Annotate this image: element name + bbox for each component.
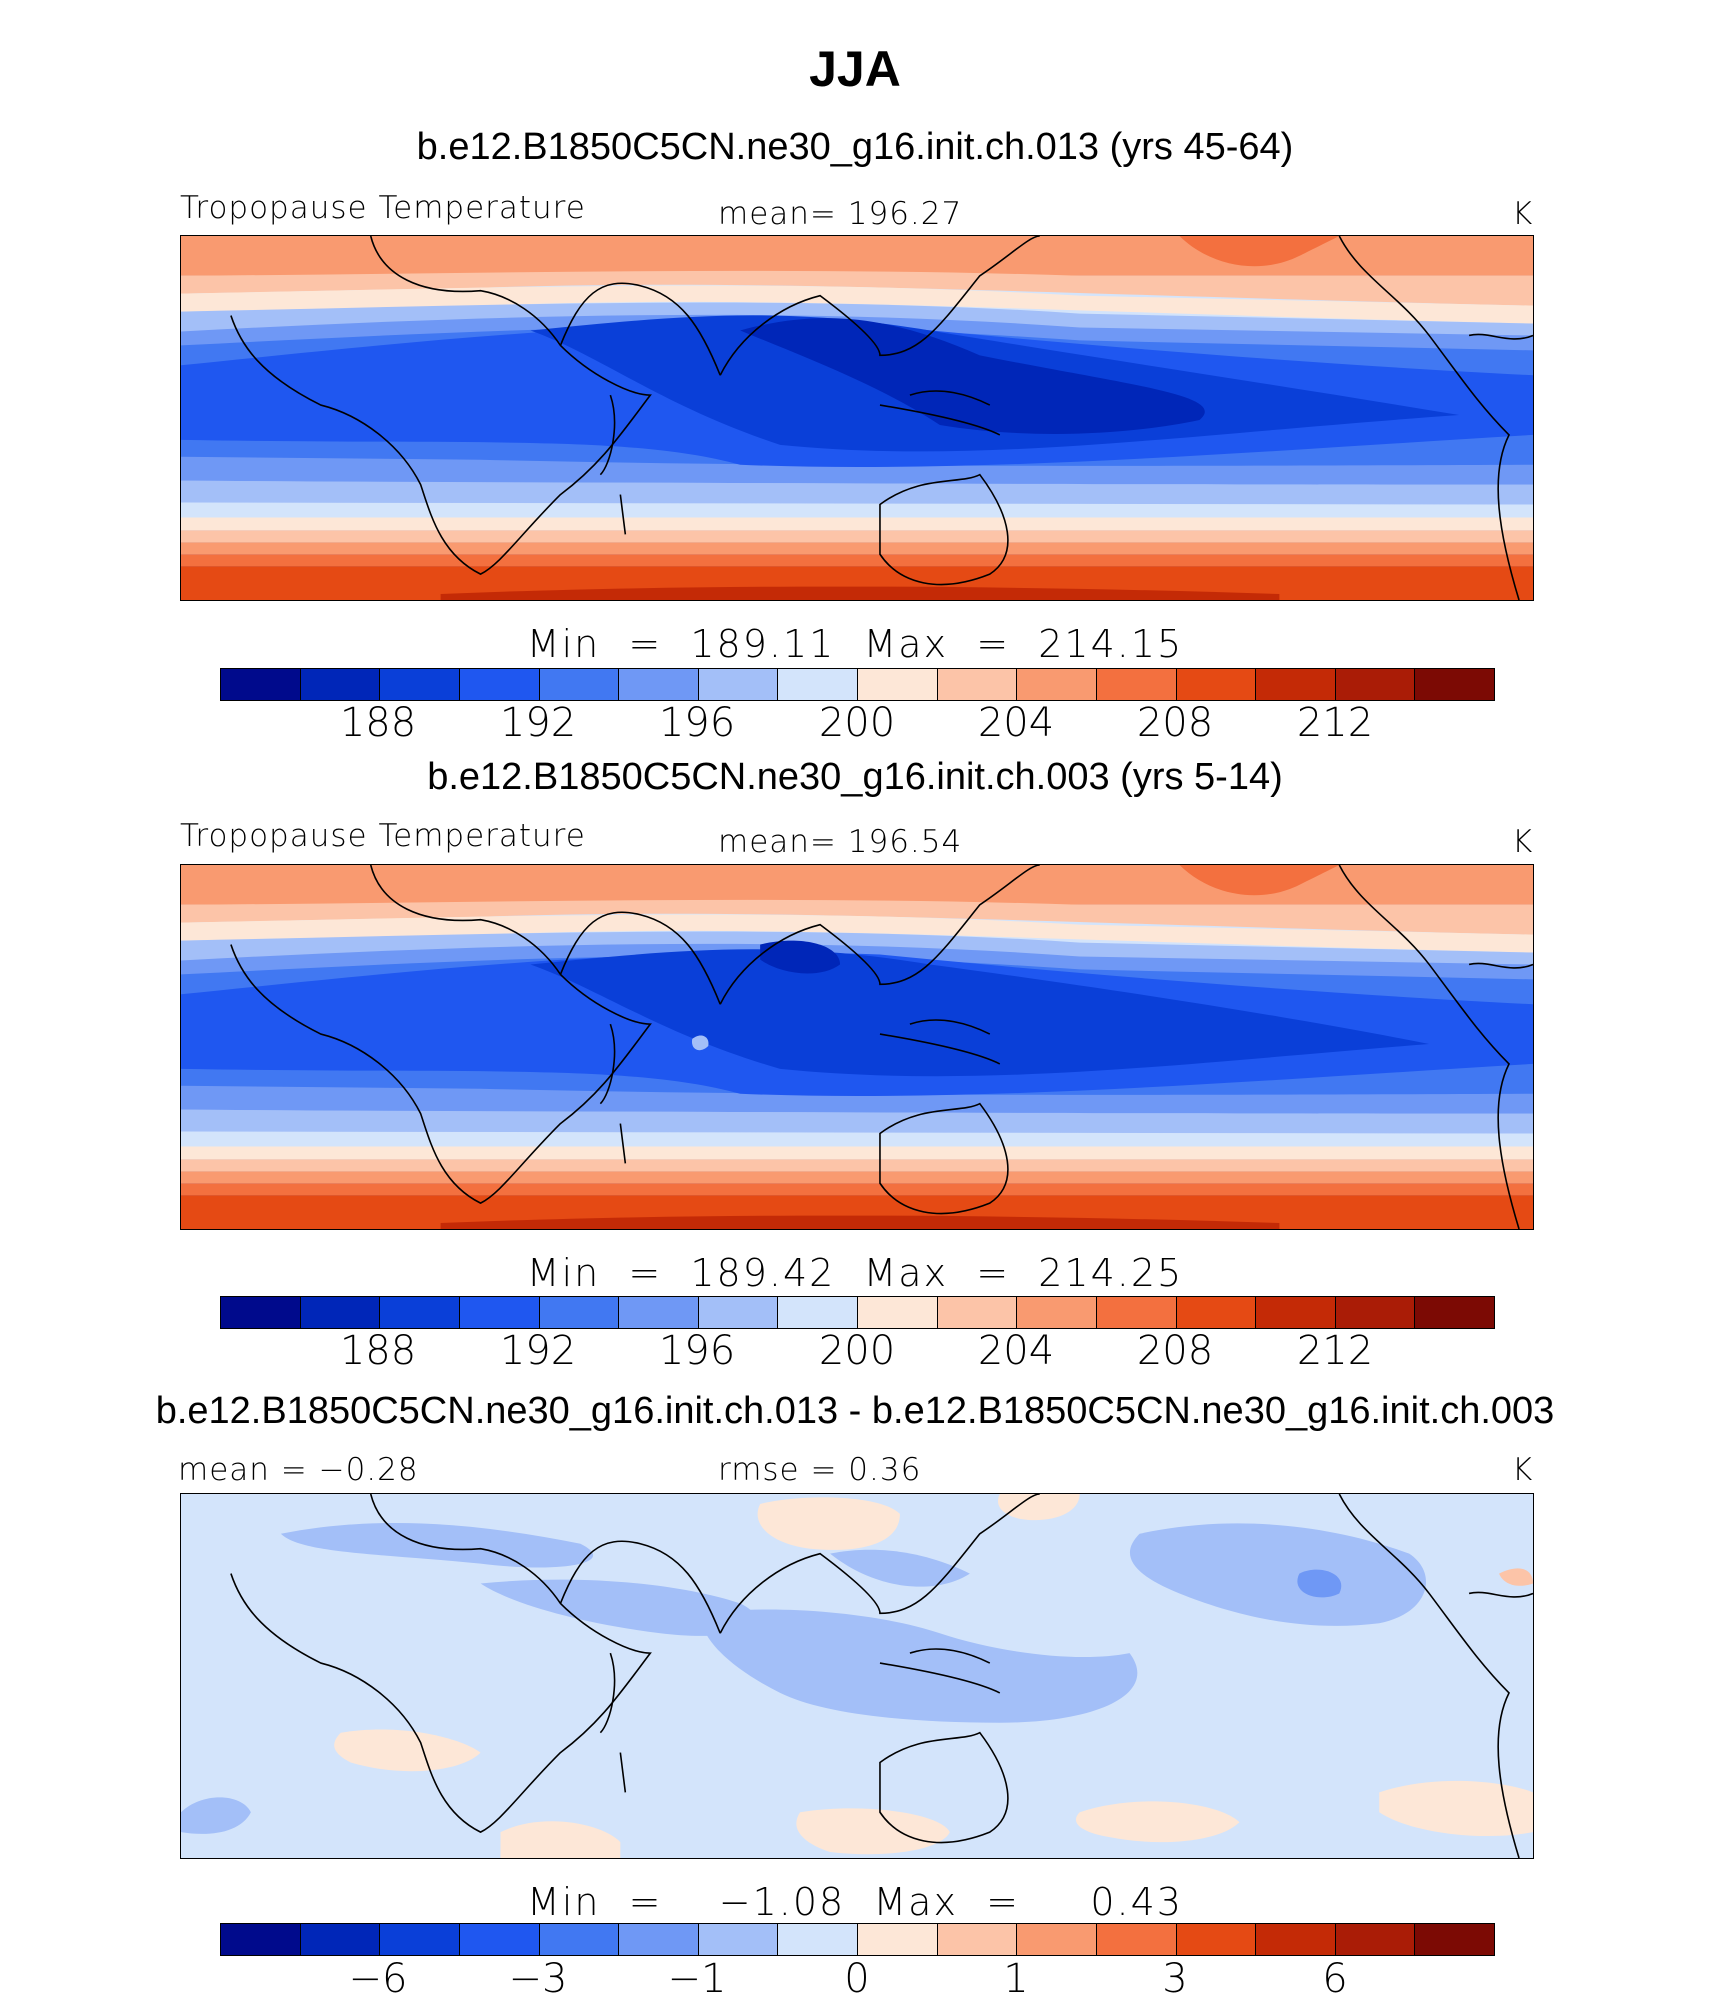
- colorbar-box: [459, 1924, 540, 1955]
- colorbar-box: [619, 1297, 699, 1328]
- panel3-run-title: b.e12.B1850C5CN.ne30_g16.init.ch.013 - b…: [155, 1390, 1555, 1432]
- colorbar-box: [539, 1924, 620, 1955]
- panel1-mean-label: mean= 196.27: [718, 196, 963, 232]
- panel3-tick: −6: [348, 1956, 408, 2002]
- colorbar-box: [300, 1924, 381, 1955]
- colorbar-box: [619, 1924, 699, 1955]
- colorbar-box: [1096, 1924, 1177, 1955]
- colorbar-box: [1017, 1924, 1097, 1955]
- colorbar-box: [1176, 669, 1257, 700]
- colorbar-box: [539, 1297, 620, 1328]
- panel3-tick: −1: [667, 1956, 727, 2002]
- panel3-mean-label: mean = −0.28: [178, 1452, 419, 1488]
- colorbar-box: [937, 669, 1018, 700]
- colorbar-box: [1335, 1297, 1416, 1328]
- colorbar-box: [1017, 1297, 1097, 1328]
- panel1-run-title: b.e12.B1850C5CN.ne30_g16.init.ch.013 (yr…: [416, 126, 1294, 168]
- panel2-tick: 212: [1296, 1328, 1374, 1374]
- panel3-units: K: [1512, 1452, 1534, 1488]
- panel3-tick: 0: [844, 1956, 870, 2002]
- colorbar-box: [1176, 1924, 1257, 1955]
- colorbar-box: [380, 1297, 460, 1328]
- colorbar-box: [698, 1297, 779, 1328]
- colorbar-box: [539, 669, 620, 700]
- colorbar-box: [221, 1297, 301, 1328]
- colorbar-box: [221, 1924, 301, 1955]
- colorbar-box: [300, 1297, 381, 1328]
- panel2-tick: 200: [818, 1328, 896, 1374]
- colorbar-box: [1096, 669, 1177, 700]
- colorbar-box: [937, 1924, 1018, 1955]
- panel3-rmse-label: rmse = 0.36: [718, 1452, 922, 1488]
- panel2-tick: 208: [1136, 1328, 1214, 1374]
- panel1-tick: 204: [977, 700, 1055, 746]
- figure-title: JJA: [809, 41, 901, 97]
- panel2-tick: 204: [977, 1328, 1055, 1374]
- colorbar-box: [698, 669, 779, 700]
- colorbar-box: [778, 1924, 858, 1955]
- colorbar-box: [858, 1297, 938, 1328]
- panel1-units: K: [1512, 196, 1534, 232]
- panel1-tick: 196: [658, 700, 736, 746]
- colorbar-box: [778, 669, 858, 700]
- panel1-colorbar: [220, 668, 1495, 701]
- panel3-colorbar: [220, 1923, 1495, 1956]
- panel2-colorbar: [220, 1296, 1495, 1329]
- colorbar-box: [1415, 1924, 1494, 1955]
- colorbar-box: [1017, 669, 1097, 700]
- panel1-tick: 208: [1136, 700, 1214, 746]
- colorbar-box: [380, 669, 460, 700]
- colorbar-box: [619, 669, 699, 700]
- panel2-variable-label: Tropopause Temperature: [180, 818, 586, 854]
- panel2-map: [180, 864, 1534, 1230]
- panel1-tick: 212: [1296, 700, 1374, 746]
- colorbar-box: [858, 669, 938, 700]
- panel1-tick: 192: [499, 700, 577, 746]
- panel2-run-title: b.e12.B1850C5CN.ne30_g16.init.ch.003 (yr…: [427, 756, 1283, 798]
- panel2-units: K: [1512, 824, 1534, 860]
- panel3-minmax: Min = −1.08 Max = 0.43: [527, 1880, 1183, 1924]
- colorbar-box: [1096, 1297, 1177, 1328]
- panel2-tick: 188: [339, 1328, 417, 1374]
- panel3-tick: 6: [1322, 1956, 1348, 2002]
- panel3-tick: −3: [508, 1956, 568, 2002]
- panel3-tick: 3: [1162, 1956, 1188, 2002]
- colorbar-box: [1415, 1297, 1494, 1328]
- colorbar-box: [221, 669, 301, 700]
- colorbar-box: [858, 1924, 938, 1955]
- colorbar-box: [1256, 1297, 1336, 1328]
- colorbar-box: [459, 669, 540, 700]
- colorbar-box: [1335, 1924, 1416, 1955]
- colorbar-box: [380, 1924, 460, 1955]
- colorbar-box: [1256, 1924, 1336, 1955]
- panel1-map: [180, 235, 1534, 601]
- panel1-tick: 200: [818, 700, 896, 746]
- panel1-variable-label: Tropopause Temperature: [180, 190, 586, 226]
- colorbar-box: [698, 1924, 779, 1955]
- colorbar-box: [778, 1297, 858, 1328]
- panel2-tick: 192: [499, 1328, 577, 1374]
- panel1-tick: 188: [339, 700, 417, 746]
- colorbar-box: [1256, 669, 1336, 700]
- colorbar-box: [459, 1297, 540, 1328]
- panel2-tick: 196: [658, 1328, 736, 1374]
- colorbar-box: [1415, 669, 1494, 700]
- panel3-tick: 1: [1003, 1956, 1029, 2002]
- colorbar-box: [1335, 669, 1416, 700]
- panel3-map: [180, 1493, 1534, 1859]
- panel2-minmax: Min = 189.42 Max = 214.25: [526, 1251, 1184, 1295]
- colorbar-box: [937, 1297, 1018, 1328]
- panel2-mean-label: mean= 196.54: [718, 824, 963, 860]
- colorbar-box: [1176, 1297, 1257, 1328]
- panel1-minmax: Min = 189.11 Max = 214.15: [526, 622, 1184, 666]
- colorbar-box: [300, 669, 381, 700]
